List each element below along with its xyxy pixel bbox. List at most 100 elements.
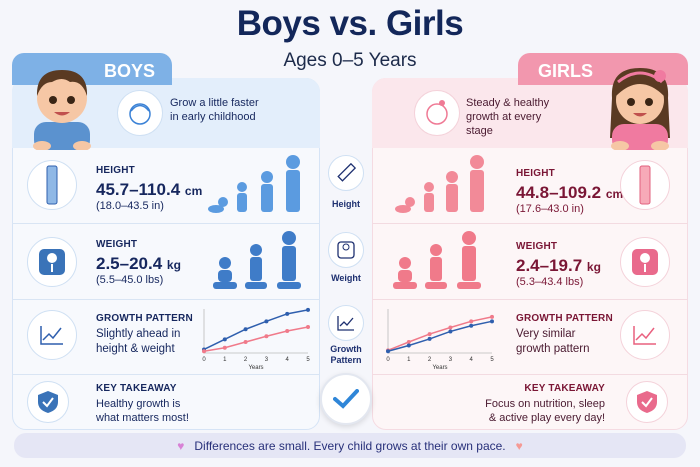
growth-chart-icon [27, 310, 77, 360]
data-point [469, 319, 474, 324]
boys-takeaway-label: KEY TAKEAWAY [96, 383, 177, 394]
data-point [406, 340, 411, 344]
x-tick-label: 4 [286, 357, 290, 363]
divider [12, 299, 320, 300]
data-point [490, 319, 494, 324]
girls-height-imperial: (17.6–43.0 in) [516, 203, 584, 215]
boy-illustration [33, 70, 91, 150]
x-tick-label: 2 [428, 357, 432, 363]
boys-weight-unit: kg [166, 258, 181, 272]
series-line [387, 316, 493, 352]
girls-weight-silhouettes [393, 231, 481, 289]
growth-chart-icon [620, 310, 670, 360]
x-tick-label: 1 [407, 357, 411, 363]
mid-ruler-icon [328, 155, 364, 191]
x-axis-label: Years [248, 365, 263, 371]
girls-takeaway-text: Focus on nutrition, sleep & active play … [485, 398, 605, 424]
girl-illustration [610, 68, 670, 150]
boys-height-silhouettes [208, 155, 300, 213]
girls-growth-text: Very similar growth pattern [516, 328, 590, 355]
data-point [285, 329, 290, 333]
boy-face-icon [117, 90, 163, 136]
data-point [306, 325, 310, 330]
divider [372, 374, 688, 375]
girl-face-icon [414, 90, 460, 136]
divider [12, 374, 320, 375]
data-point [427, 336, 432, 341]
heart-icon: ♥ [177, 439, 185, 453]
mid-growth-label: Growth Pattern [330, 344, 362, 365]
data-point [386, 349, 390, 354]
boys-height-label: HEIGHT [96, 165, 135, 176]
girls-weight-label: WEIGHT [516, 241, 558, 252]
x-tick-label: 1 [223, 357, 227, 363]
girls-takeaway-label: KEY TAKEAWAY [524, 383, 605, 394]
data-point [264, 319, 269, 324]
x-tick-label: 4 [470, 357, 474, 363]
girls-weight-unit: kg [586, 260, 601, 274]
data-point [490, 314, 494, 319]
ruler-icon [27, 160, 77, 210]
girls-height-label: HEIGHT [516, 168, 555, 179]
ruler-icon [620, 160, 670, 210]
girls-growth-chart: 0 1 2 3 4 5 Years [386, 309, 494, 371]
scale-icon [27, 237, 77, 287]
x-tick-label: 3 [265, 357, 269, 363]
mid-growth-icon [328, 305, 364, 341]
boys-weight-imperial: (5.5–45.0 lbs) [96, 274, 164, 286]
series-line [203, 326, 309, 352]
x-axis-label: Years [432, 365, 447, 371]
x-tick-label: 5 [490, 357, 494, 363]
data-point [243, 327, 248, 332]
x-tick-label: 2 [244, 357, 248, 363]
boys-takeaway-text: Healthy growth is what matters most! [96, 398, 189, 424]
girls-growth-label: GROWTH PATTERN [516, 313, 613, 324]
girls-height-value: 44.8–109.2 [516, 183, 602, 202]
mid-weight-label: Weight [331, 273, 361, 283]
boys-weight-silhouettes [213, 231, 301, 289]
girls-height-silhouettes [395, 155, 484, 213]
scale-icon [620, 237, 670, 287]
data-point [285, 311, 290, 316]
data-point [306, 307, 310, 312]
x-tick-label: 0 [386, 357, 390, 363]
data-point [406, 343, 411, 348]
shield-check-icon [27, 381, 69, 423]
data-point [448, 325, 453, 330]
divider [372, 223, 688, 224]
boys-growth-chart: 0 1 2 3 4 5 Years [202, 307, 310, 371]
data-point [469, 323, 474, 328]
data-point [222, 337, 227, 342]
x-tick-label: 3 [449, 357, 453, 363]
x-tick-label: 0 [202, 357, 206, 363]
series-line [387, 320, 493, 352]
footer-text: Differences are small. Every child grows… [194, 439, 506, 453]
boys-weight-label: WEIGHT [96, 239, 138, 250]
girls-height-unit: cm [605, 187, 624, 201]
divider [12, 223, 320, 224]
chart-axes [203, 309, 308, 354]
heart-icon: ♥ [515, 439, 523, 453]
boys-growth-text: Slightly ahead in height & weight [96, 328, 181, 355]
data-point [222, 345, 227, 350]
girls-weight-imperial: (5.3–43.4 lbs) [516, 276, 584, 288]
data-point [448, 329, 453, 334]
data-point [243, 340, 248, 344]
page-subtitle: Ages 0–5 Years [283, 50, 417, 71]
check-badge-icon [320, 373, 372, 425]
girls-tagline: Steady & healthy growth at every stage [466, 97, 550, 137]
boys-height-value: 45.7–110.4 [96, 180, 181, 199]
page-title: Boys vs. Girls [236, 4, 464, 43]
data-point [427, 332, 432, 337]
boys-tab: BOYS [12, 53, 172, 85]
x-tick-label: 5 [306, 357, 310, 363]
divider [372, 299, 688, 300]
boys-height-unit: cm [184, 184, 203, 198]
mid-scale-icon [328, 232, 364, 268]
boys-weight-value: 2.5–20.4 [96, 254, 163, 273]
series-line [203, 309, 309, 351]
boys-tagline: Grow a little faster in early childhood [170, 97, 259, 123]
mid-height-label: Height [332, 199, 360, 209]
data-point [202, 349, 206, 354]
footer-banner: ♥ Differences are small. Every child gro… [14, 433, 686, 458]
